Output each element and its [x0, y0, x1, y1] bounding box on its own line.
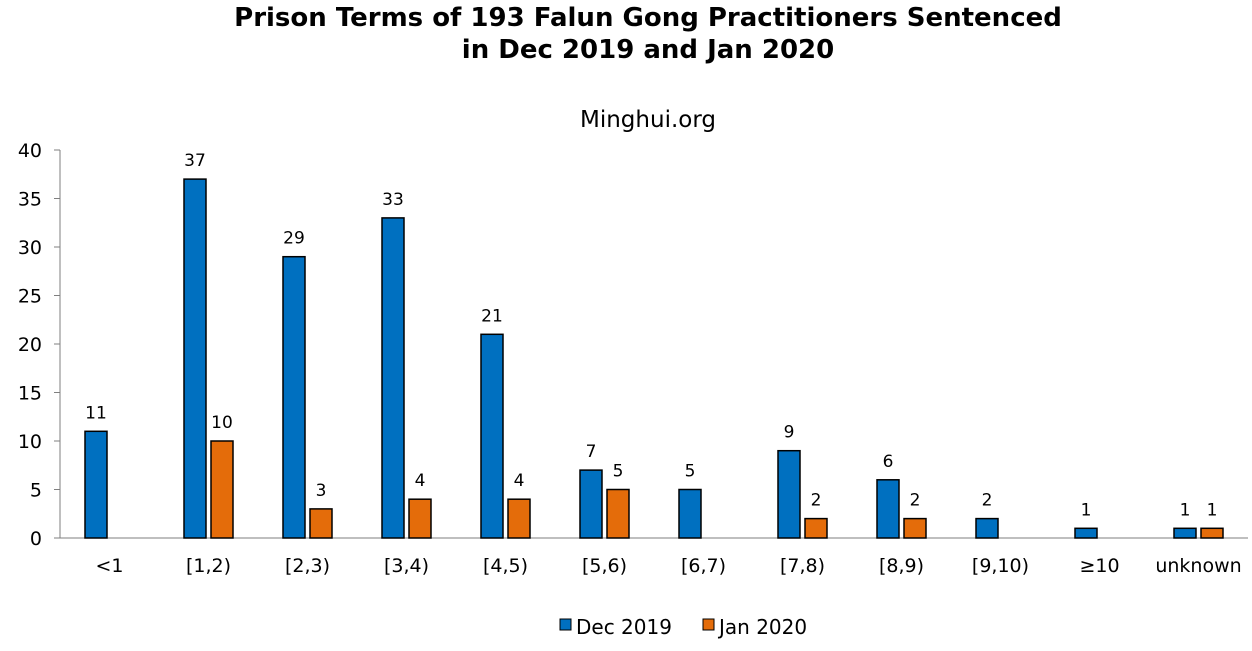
- bar-jan-2020: [903, 517, 927, 539]
- data-label: 4: [514, 471, 525, 491]
- y-tick-label: 35: [18, 189, 42, 211]
- data-label: 7: [586, 442, 597, 462]
- x-tick-label: [3,4): [384, 555, 429, 577]
- chart-legend: Dec 2019 Jan 2020: [559, 615, 807, 639]
- legend-swatch: [702, 618, 715, 631]
- bar-dec-2019: [975, 517, 999, 539]
- bar-jan-2020: [408, 498, 432, 539]
- bar-dec-2019: [381, 217, 405, 539]
- x-tick-label: <1: [95, 555, 123, 577]
- bar-jan-2020: [210, 440, 234, 539]
- legend-swatch: [559, 618, 572, 631]
- x-tick-label: [4,5): [483, 555, 528, 577]
- data-label: 3: [316, 481, 327, 501]
- data-label: 2: [910, 491, 921, 511]
- y-tick-label: 20: [18, 334, 42, 356]
- chart-title: Prison Terms of 193 Falun Gong Practitio…: [0, 2, 1252, 66]
- y-tick-label: 5: [30, 480, 42, 502]
- bar-jan-2020: [309, 508, 333, 539]
- data-label: 4: [415, 471, 426, 491]
- bar-dec-2019: [84, 430, 108, 539]
- y-tick-label: 15: [18, 383, 42, 405]
- x-tick-label: [5,6): [582, 555, 627, 577]
- bar-jan-2020: [804, 517, 828, 539]
- y-tick-label: 10: [18, 431, 42, 453]
- bar-dec-2019: [480, 333, 504, 539]
- data-label: 33: [382, 190, 404, 210]
- chart-subtitle: Minghui.org: [580, 107, 716, 133]
- chart-title-line2: in Dec 2019 and Jan 2020: [461, 35, 835, 65]
- data-label: 37: [184, 151, 206, 171]
- bar-dec-2019: [876, 479, 900, 539]
- bar-dec-2019: [183, 178, 207, 539]
- y-tick-label: 40: [18, 140, 42, 162]
- y-tick-label: 0: [30, 528, 42, 550]
- data-label: 5: [685, 462, 696, 482]
- y-tick-label: 30: [18, 237, 42, 259]
- bar-jan-2020: [606, 488, 630, 539]
- data-label: 5: [613, 462, 624, 482]
- data-label: 2: [982, 491, 993, 511]
- x-tick-label: [9,10): [972, 555, 1029, 577]
- chart-title-line1: Prison Terms of 193 Falun Gong Practitio…: [234, 3, 1062, 33]
- bar-dec-2019: [579, 469, 603, 539]
- x-tick-label: [1,2): [186, 555, 231, 577]
- bar-dec-2019: [1074, 527, 1098, 539]
- bar-jan-2020: [507, 498, 531, 539]
- bar-dec-2019: [282, 255, 306, 539]
- x-tick-label: [7,8): [780, 555, 825, 577]
- data-label: 10: [211, 413, 233, 433]
- x-tick-label: ≥10: [1079, 555, 1119, 577]
- legend-label: Dec 2019: [576, 615, 672, 639]
- data-label: 6: [883, 452, 894, 472]
- data-label: 29: [283, 229, 305, 249]
- bar-dec-2019: [678, 488, 702, 539]
- x-tick-label: [2,3): [285, 555, 330, 577]
- data-label: 1: [1207, 500, 1218, 520]
- x-tick-label: unknown: [1155, 555, 1241, 577]
- bar-dec-2019: [1173, 527, 1197, 539]
- data-label: 21: [481, 306, 503, 326]
- legend-label: Jan 2020: [717, 615, 807, 639]
- data-label: 1: [1081, 500, 1092, 520]
- x-tick-label: [6,7): [681, 555, 726, 577]
- data-label: 1: [1180, 500, 1191, 520]
- data-label: 11: [85, 403, 107, 423]
- bar-jan-2020: [1200, 527, 1224, 539]
- data-label: 9: [784, 423, 795, 443]
- bar-dec-2019: [777, 449, 801, 539]
- y-tick-label: 25: [18, 286, 42, 308]
- data-label: 2: [811, 491, 822, 511]
- x-tick-label: [8,9): [879, 555, 924, 577]
